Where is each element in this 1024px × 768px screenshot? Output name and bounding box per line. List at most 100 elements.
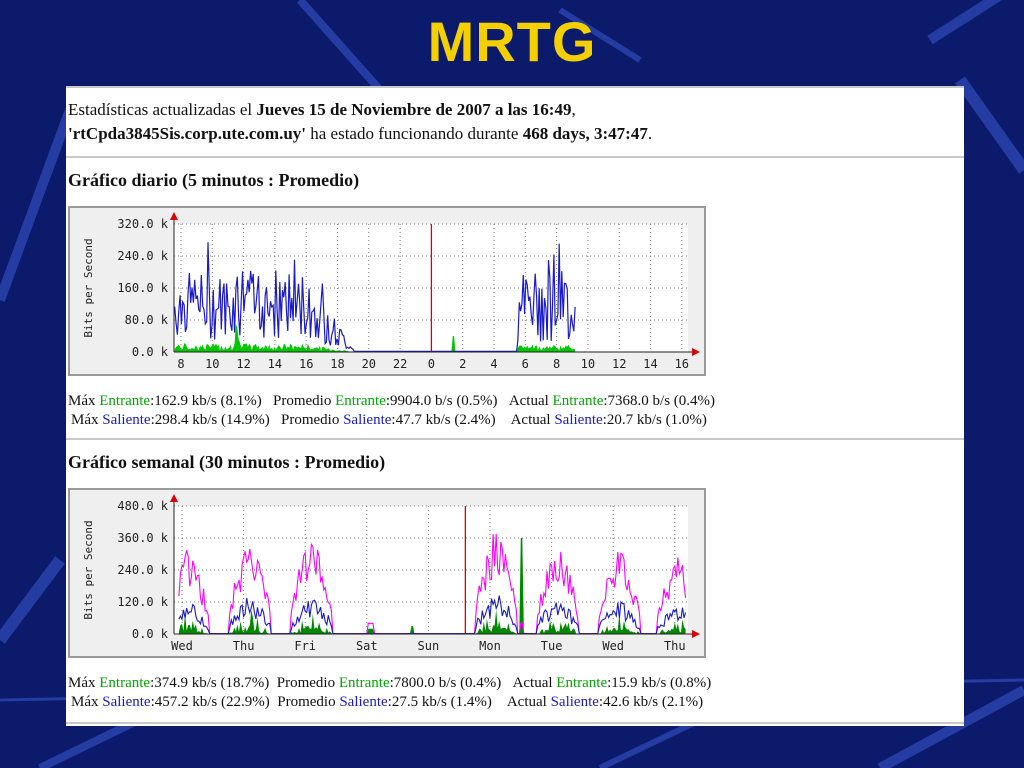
legend-outgoing-label: Saliente <box>102 694 151 710</box>
daily-legend-row1: Máx Entrante:162.9 kb/s (8.1%) Promedio … <box>68 392 715 411</box>
weekly-max-out-value: :457.2 kb/s (22.9%) <box>150 694 270 710</box>
legend-current-label: Actual <box>506 694 547 710</box>
x-tick-label: 6 <box>522 357 529 371</box>
y-tick-label: 320.0 k <box>117 217 168 231</box>
legend-current-label: Actual <box>512 675 553 691</box>
x-tick-label: 12 <box>236 357 250 371</box>
daily-graph-title: Gráfico diario (5 minutos : Promedio) <box>68 170 360 190</box>
legend-avg-label: Promedio <box>272 393 332 409</box>
weekly-graph: 0.0 k 120.0 k 240.0 k 360.0 k 480.0 k Wed Thu F… <box>68 488 706 658</box>
legend-outgoing-label: Saliente <box>554 412 603 428</box>
x-tick-label: 8 <box>177 357 184 371</box>
y-tick-label: 480.0 k <box>117 499 168 513</box>
x-tick-label: 0 <box>428 357 435 371</box>
legend-max-label: Máx <box>68 393 96 409</box>
y-tick-label: 0.0 k <box>132 627 169 641</box>
legend-incoming-label: Entrante <box>99 393 151 409</box>
x-tick-label: 14 <box>643 357 657 371</box>
daily-cur-out-value: :20.7 kb/s (1.0%) <box>602 412 707 428</box>
x-tick-label: 8 <box>553 357 560 371</box>
legend-avg-label: Promedio <box>277 694 336 710</box>
series-saliente-line <box>174 242 576 352</box>
x-tick-label: 2 <box>459 357 466 371</box>
legend-outgoing-label: Saliente <box>343 412 392 428</box>
legend-max-label: Máx <box>71 412 99 428</box>
legend-avg-label: Promedio <box>281 412 340 428</box>
series-entrante-area <box>174 323 576 352</box>
x-tick-label: 10 <box>581 357 595 371</box>
legend-max-label: Máx <box>68 675 96 691</box>
weekly-avg-out-value: :27.5 kb/s (1.4%) <box>387 694 492 710</box>
y-axis-arrow <box>170 212 178 220</box>
x-tick-label: Fri <box>294 639 316 653</box>
weekly-graph-title: Gráfico semanal (30 minutos : Promedio) <box>68 452 386 472</box>
weekly-cur-in-value: :15.9 kb/s (0.8%) <box>607 675 712 691</box>
legend-incoming-label: Entrante <box>552 393 604 409</box>
x-tick-label: 20 <box>362 357 376 371</box>
x-tick-label: Mon <box>479 639 501 653</box>
x-tick-label: 16 <box>675 357 689 371</box>
stats-punct: , <box>571 100 576 119</box>
divider <box>66 438 964 440</box>
stats-uptime-text: ha estado funcionando durante <box>306 124 523 143</box>
divider <box>66 156 964 158</box>
legend-outgoing-label: Saliente <box>102 412 151 428</box>
stats-punct: . <box>647 124 653 143</box>
legend-incoming-label: Entrante <box>556 675 608 691</box>
daily-max-out-value: :298.4 kb/s (14.9%) <box>150 412 270 428</box>
y-tick-label: 240.0 k <box>117 249 168 263</box>
daily-max-in-value: :162.9 kb/s (8.1%) <box>150 393 262 409</box>
legend-outgoing-label: Saliente <box>550 694 599 710</box>
legend-avg-label: Promedio <box>276 675 336 691</box>
weekly-chart-svg: 0.0 k 120.0 k 240.0 k 360.0 k 480.0 k Wed Thu F… <box>82 494 700 653</box>
weekly-legend-row2: Máx Saliente:457.2 kb/s (22.9%) Promedio… <box>71 693 703 712</box>
stats-updated-line: Estadísticas actualizadas el Jueves 15 d… <box>68 100 576 120</box>
x-tick-label: Wed <box>602 639 624 653</box>
legend-incoming-label: Entrante <box>99 675 151 691</box>
x-tick-label: 10 <box>205 357 219 371</box>
legend-outgoing-label: Saliente <box>339 694 388 710</box>
daily-avg-in-value: :9904.0 b/s (0.5%) <box>385 393 498 409</box>
slide-title: MRTG <box>427 10 597 73</box>
x-tick-label: Thu <box>664 639 686 653</box>
weekly-max-in-value: :374.9 kb/s (18.7%) <box>150 675 270 691</box>
y-tick-label: 360.0 k <box>117 531 168 545</box>
daily-cur-in-value: :7368.0 b/s (0.4%) <box>603 393 716 409</box>
stats-updated-date: Jueves 15 de Noviembre de 2007 a las 16:… <box>256 100 572 119</box>
stats-uptime-line: 'rtCpda3845Sis.corp.ute.com.uy' ha estad… <box>68 124 652 144</box>
y-axis-label: Bits per Second <box>82 238 95 337</box>
y-tick-label: 240.0 k <box>117 563 168 577</box>
daily-avg-out-value: :47.7 kb/s (2.4%) <box>391 412 496 428</box>
y-axis-label: Bits per Second <box>82 520 95 619</box>
y-tick-label: 120.0 k <box>117 595 168 609</box>
x-tick-label: 14 <box>268 357 282 371</box>
x-tick-label: 18 <box>330 357 344 371</box>
divider <box>66 86 964 88</box>
x-tick-label: Sun <box>418 639 440 653</box>
y-tick-label: 160.0 k <box>117 281 168 295</box>
legend-incoming-label: Entrante <box>335 393 386 409</box>
uptime-value: 468 days, 3:47:47 <box>522 124 648 143</box>
x-tick-label: Wed <box>171 639 193 653</box>
daily-graph: 0.0 k 80.0 k 160.0 k 240.0 k 320.0 k 8 10 12 14 1… <box>68 206 706 376</box>
divider <box>66 722 964 724</box>
y-axis-arrow <box>170 494 178 502</box>
legend-current-label: Actual <box>508 393 549 409</box>
x-axis-arrow <box>692 630 700 638</box>
stats-updated-prefix: Estadísticas actualizadas el <box>68 100 257 119</box>
weekly-cur-out-value: :42.6 kb/s (2.1%) <box>598 694 704 710</box>
x-tick-label: Tue <box>541 639 563 653</box>
y-tick-label: 80.0 k <box>125 313 169 327</box>
legend-incoming-label: Entrante <box>338 675 390 691</box>
mrtg-panel: Estadísticas actualizadas el Jueves 15 d… <box>66 86 964 726</box>
x-tick-label: 22 <box>393 357 407 371</box>
y-tick-label: 0.0 k <box>132 345 169 359</box>
legend-current-label: Actual <box>510 412 551 428</box>
host-name: 'rtCpda3845Sis.corp.ute.com.uy' <box>68 124 306 143</box>
weekly-avg-in-value: :7800.0 b/s (0.4%) <box>389 675 502 691</box>
x-tick-label: 4 <box>490 357 497 371</box>
x-tick-label: 12 <box>612 357 626 371</box>
x-tick-label: Thu <box>233 639 255 653</box>
daily-legend-row2: Máx Saliente:298.4 kb/s (14.9%) Promedio… <box>71 411 707 430</box>
weekly-legend-row1: Máx Entrante:374.9 kb/s (18.7%) Promedio… <box>68 674 711 693</box>
